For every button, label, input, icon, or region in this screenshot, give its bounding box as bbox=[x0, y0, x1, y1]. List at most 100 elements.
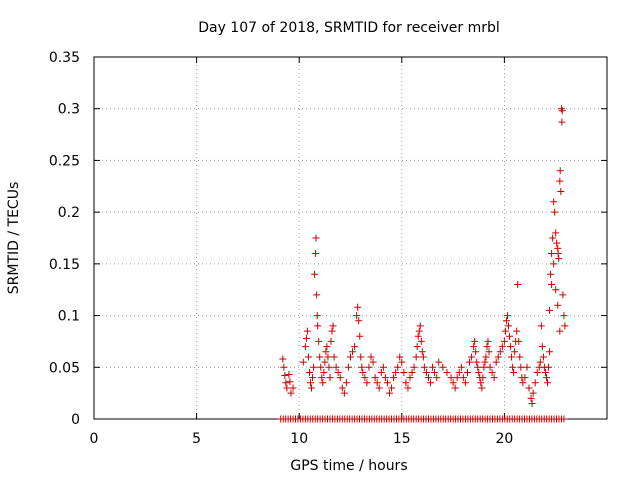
data-point bbox=[486, 363, 494, 371]
data-point bbox=[334, 368, 342, 376]
x-tick-label: 10 bbox=[290, 431, 308, 447]
data-point bbox=[323, 343, 331, 351]
data-point bbox=[354, 303, 362, 311]
data-point bbox=[557, 187, 565, 195]
data-point bbox=[429, 363, 437, 371]
y-tick-label: 0.1 bbox=[58, 309, 80, 325]
data-point bbox=[501, 327, 509, 335]
data-point bbox=[310, 363, 318, 371]
data-point bbox=[390, 374, 398, 382]
data-point bbox=[286, 378, 294, 386]
data-point bbox=[422, 368, 430, 376]
data-point bbox=[318, 374, 326, 382]
data-point bbox=[480, 363, 488, 371]
data-point bbox=[369, 358, 377, 366]
data-point bbox=[363, 379, 371, 387]
data-point bbox=[287, 389, 295, 397]
data-point bbox=[521, 374, 529, 382]
data-point bbox=[281, 372, 289, 380]
axis-ticks bbox=[93, 56, 607, 420]
data-point bbox=[457, 363, 465, 371]
data-point bbox=[537, 322, 545, 330]
data-point bbox=[525, 384, 533, 392]
data-point bbox=[560, 312, 568, 320]
data-point bbox=[305, 368, 313, 376]
data-point bbox=[550, 198, 558, 206]
data-point bbox=[506, 332, 514, 340]
data-point bbox=[373, 379, 381, 387]
x-tick-label: 0 bbox=[90, 431, 99, 447]
data-point bbox=[371, 374, 379, 382]
data-point bbox=[321, 358, 329, 366]
data-point bbox=[317, 363, 325, 371]
data-point bbox=[330, 353, 338, 361]
data-point bbox=[546, 348, 554, 356]
y-tick-label: 0 bbox=[71, 412, 80, 428]
data-point bbox=[320, 368, 328, 376]
y-tick-label: 0.05 bbox=[49, 360, 80, 376]
data-point bbox=[447, 374, 455, 382]
data-point bbox=[367, 353, 375, 361]
data-point bbox=[455, 368, 463, 376]
data-point bbox=[347, 353, 354, 361]
data-point bbox=[556, 167, 564, 175]
data-point bbox=[545, 363, 553, 371]
data-point bbox=[517, 363, 525, 371]
data-point bbox=[415, 327, 423, 335]
data-point bbox=[416, 322, 424, 330]
data-point-zero bbox=[560, 415, 568, 423]
data-point bbox=[381, 374, 389, 382]
data-point bbox=[543, 379, 551, 387]
data-point bbox=[556, 327, 564, 335]
data-point bbox=[474, 363, 482, 371]
data-point bbox=[285, 371, 293, 379]
data-point bbox=[327, 337, 335, 345]
plot-frame bbox=[93, 56, 608, 420]
data-point bbox=[536, 358, 544, 366]
data-point bbox=[351, 343, 359, 351]
data-point bbox=[502, 317, 510, 325]
data-point bbox=[513, 327, 521, 335]
data-point bbox=[554, 301, 562, 309]
data-points bbox=[277, 105, 569, 423]
data-point bbox=[492, 358, 500, 366]
data-point bbox=[498, 343, 506, 351]
data-point bbox=[519, 379, 527, 387]
data-point bbox=[375, 384, 383, 392]
data-point bbox=[439, 363, 447, 371]
data-point bbox=[546, 306, 554, 314]
data-point bbox=[533, 368, 541, 376]
data-point bbox=[388, 384, 396, 392]
data-point bbox=[463, 368, 471, 376]
data-point bbox=[309, 374, 317, 382]
data-point bbox=[385, 389, 393, 397]
data-point bbox=[539, 353, 547, 361]
data-point bbox=[485, 348, 493, 356]
data-point bbox=[289, 384, 297, 392]
data-point bbox=[344, 363, 352, 371]
data-point bbox=[314, 322, 322, 330]
data-point bbox=[359, 368, 367, 376]
data-point bbox=[511, 348, 519, 356]
data-point bbox=[466, 358, 474, 366]
data-point bbox=[303, 327, 311, 335]
data-point bbox=[356, 332, 364, 340]
y-tick-label: 0.2 bbox=[58, 205, 80, 221]
data-point bbox=[481, 358, 489, 366]
data-point bbox=[392, 368, 400, 376]
data-point bbox=[414, 332, 422, 340]
data-point bbox=[527, 394, 535, 402]
x-tick-label: 20 bbox=[495, 431, 513, 447]
data-point bbox=[528, 399, 536, 407]
data-point bbox=[451, 384, 459, 392]
data-point bbox=[479, 374, 487, 382]
data-point bbox=[472, 348, 480, 356]
grid-lines bbox=[94, 57, 607, 419]
data-point bbox=[547, 270, 555, 278]
data-point bbox=[340, 389, 348, 397]
data-point bbox=[516, 353, 524, 361]
data-point bbox=[312, 250, 320, 258]
data-point bbox=[427, 379, 435, 387]
data-point bbox=[383, 379, 391, 387]
data-point bbox=[302, 334, 310, 342]
